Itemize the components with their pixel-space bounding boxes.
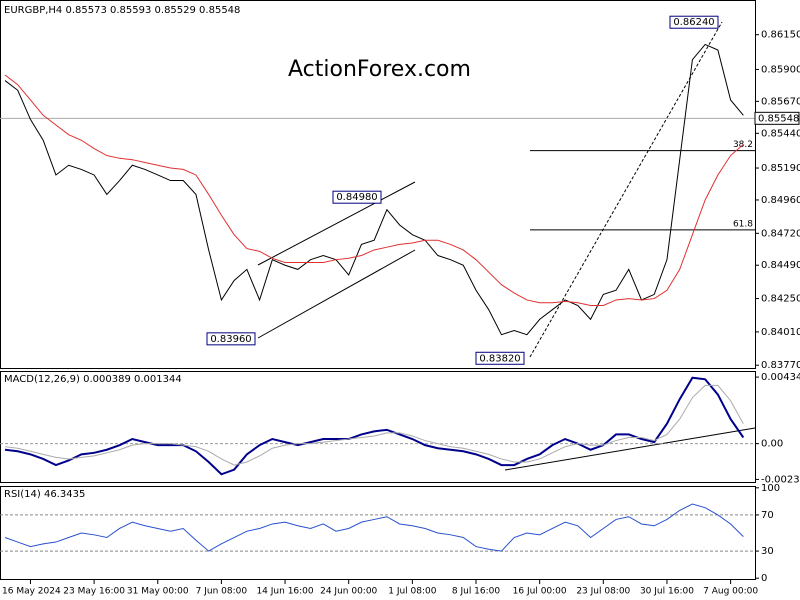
y-tick-label: 0.86150 <box>761 30 800 41</box>
y-tick-label: 0.84960 <box>761 195 800 206</box>
series-line <box>4 74 744 307</box>
rsi-panel <box>0 486 756 580</box>
y-tick-label: 0.85440 <box>761 128 800 139</box>
annotation-label: 0.83820 <box>479 353 520 364</box>
y-tick-label: 0.004342 <box>761 372 800 383</box>
x-tick-label: 1 Jul 08:00 <box>388 587 437 597</box>
x-tick-label: 7 Aug 00:00 <box>703 587 758 597</box>
annotation-label: 0.86240 <box>673 17 714 28</box>
x-tick-label: 30 Jul 16:00 <box>640 587 694 597</box>
y-tick-label: 0.84010 <box>761 327 800 338</box>
annotation-label: 0.83960 <box>210 334 251 345</box>
x-tick-label: 23 Jul 08:00 <box>576 587 630 597</box>
y-tick-label: 0.84490 <box>761 260 800 271</box>
series-line <box>4 376 745 476</box>
y-tick-label: 0 <box>761 573 767 584</box>
y-tick-label: 0.85670 <box>761 96 800 107</box>
y-tick-label: 100 <box>761 483 780 494</box>
rsi-title: RSI(14) 46.3435 <box>4 489 85 500</box>
y-tick-label: 0.83770 <box>761 360 800 371</box>
series-line <box>4 384 744 466</box>
channel-upper <box>257 181 416 266</box>
y-tick-label: 0.85190 <box>761 163 800 174</box>
annotation-box <box>475 351 525 365</box>
chart-title: EURGBP,H4 0.85573 0.85593 0.85529 0.8554… <box>4 5 240 16</box>
y-tick-label: -0.002336 <box>761 474 800 485</box>
y-tick-label: 0.84720 <box>761 228 800 239</box>
x-tick-label: 23 May 16:00 <box>63 587 125 597</box>
macd-trendline <box>504 427 756 471</box>
macd-title: MACD(12,26,9) 0.000389 0.001344 <box>4 374 182 385</box>
current-price-label: 0.85548 <box>758 113 799 124</box>
x-tick-label: 16 Jul 00:00 <box>513 587 567 597</box>
price-panel <box>0 0 756 369</box>
x-tick-label: 16 May 2024 <box>2 587 61 597</box>
x-tick-label: 7 Jun 08:00 <box>196 587 248 597</box>
macd-panel <box>0 371 756 483</box>
x-tick-label: 31 May 00:00 <box>127 587 189 597</box>
current-price-box <box>754 111 800 125</box>
y-tick-label: 0.85900 <box>761 64 800 75</box>
y-tick-label: 0.00 <box>761 439 783 450</box>
x-tick-label: 8 Jul 16:00 <box>452 587 501 597</box>
x-tick-label: 24 Jun 00:00 <box>320 587 377 597</box>
y-tick-label: 30 <box>761 546 774 557</box>
y-tick-label: 0.84250 <box>761 294 800 305</box>
series-line <box>4 503 744 552</box>
series-line <box>4 43 744 336</box>
annotation-box <box>206 332 256 346</box>
annotation-label: 0.84980 <box>336 192 377 203</box>
channel-lower <box>257 249 416 339</box>
watermark: ActionForex.com <box>288 57 471 82</box>
annotation-box <box>669 15 719 29</box>
y-tick-label: 70 <box>761 510 774 521</box>
fib-label: 61.8 <box>733 219 753 229</box>
x-tick-label: 14 Jun 16:00 <box>256 587 313 597</box>
annotation-box <box>332 190 382 204</box>
